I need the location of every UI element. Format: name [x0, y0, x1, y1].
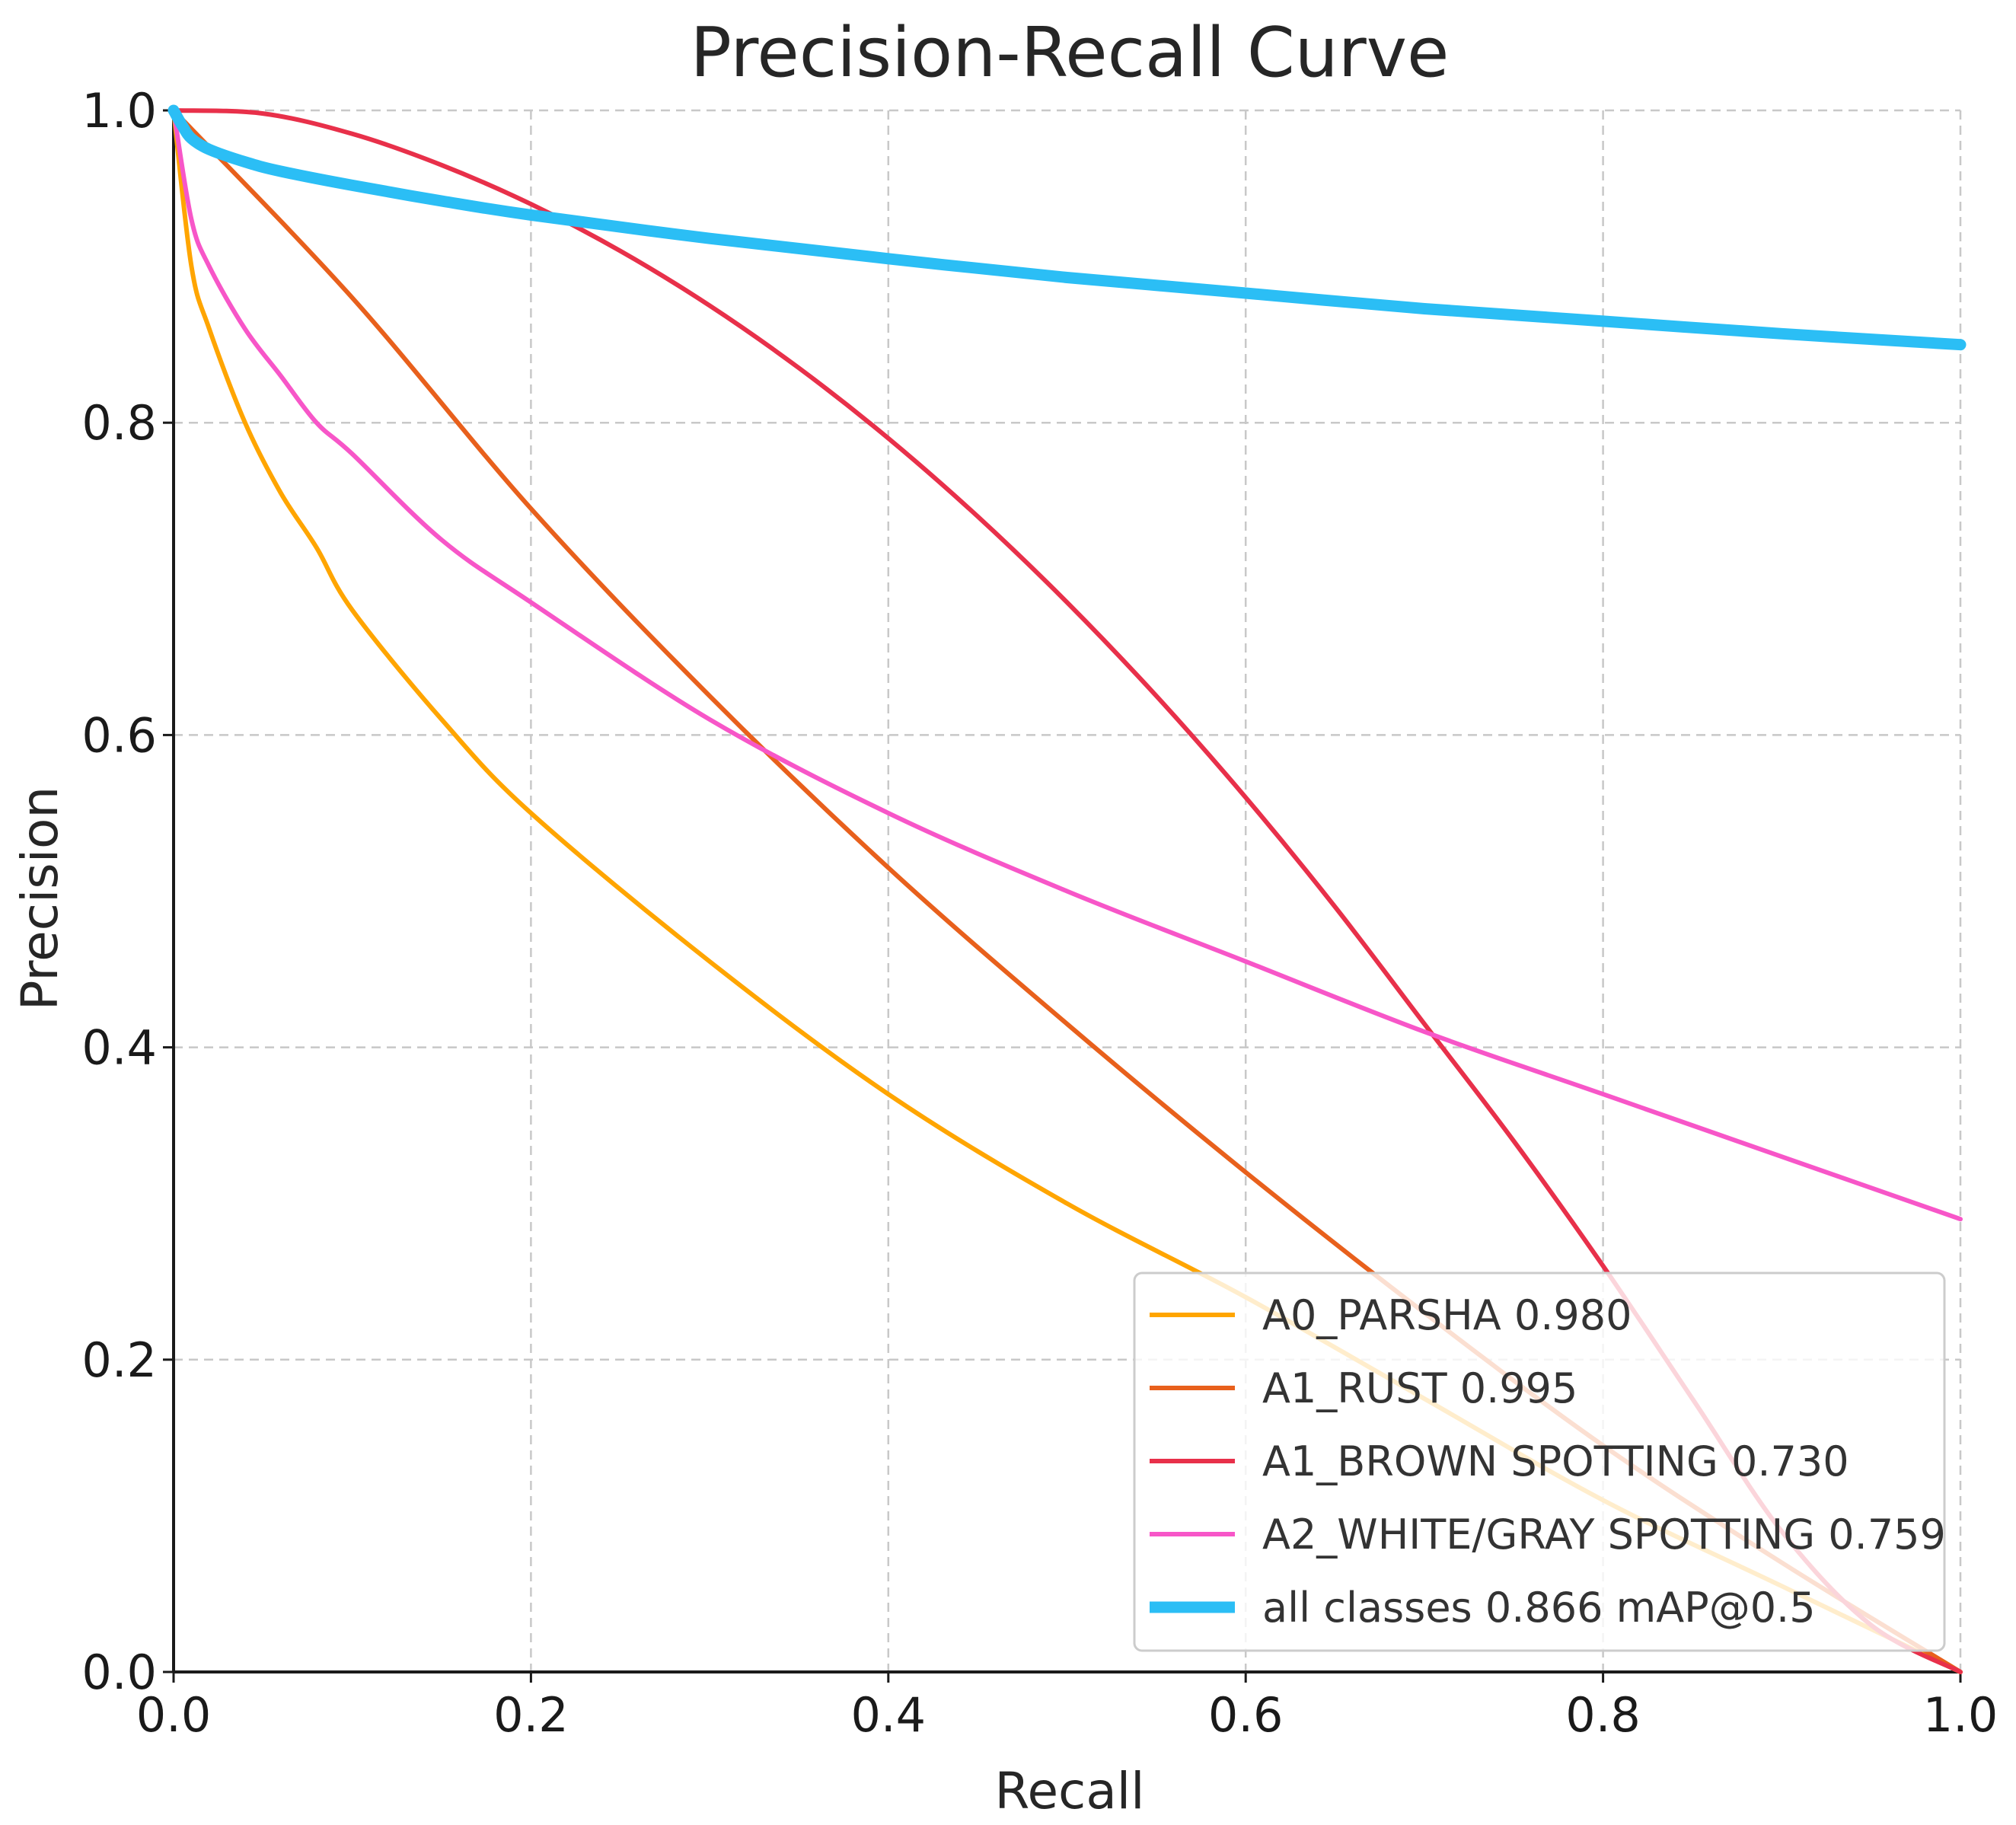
x-axis-label: Recall — [995, 1762, 1145, 1820]
x-tick-label: 0.6 — [1208, 1687, 1284, 1743]
x-tick-label: 1.0 — [1923, 1687, 1998, 1743]
x-tick-label: 0.2 — [493, 1687, 569, 1743]
y-tick-label: 0.4 — [81, 1020, 157, 1076]
y-tick-label: 0.2 — [81, 1332, 157, 1388]
y-tick-label: 0.6 — [81, 707, 157, 763]
x-tick-label: 0.4 — [850, 1687, 926, 1743]
x-tick-label: 0.8 — [1565, 1687, 1641, 1743]
y-tick-label: 0.8 — [81, 395, 157, 451]
legend-label: A1_RUST 0.995 — [1262, 1364, 1577, 1412]
y-tick-label: 0.0 — [81, 1645, 157, 1700]
y-axis-label: Precision — [11, 786, 69, 1011]
ticks: 0.0 0.2 0.4 0.6 0.8 1.0 0.0 0.2 0.4 0.6 0.8 1.0 — [81, 83, 1998, 1743]
series-all-classes-line — [167, 104, 1967, 351]
legend-label: all classes 0.866 mAP@0.5 — [1262, 1584, 1816, 1632]
y-tick-label: 1.0 — [81, 83, 157, 139]
legend-label: A1_BROWN SPOTTING 0.730 — [1262, 1437, 1849, 1485]
chart-title: Precision-Recall Curve — [691, 13, 1450, 93]
series-a2-white-gray-spotting-line — [171, 108, 1963, 1222]
legend: A0_PARSHA 0.980 A1_RUST 0.995 A1_BROWN SPO… — [1133, 1271, 1946, 1652]
legend-label: A2_WHITE/GRAY SPOTTING 0.759 — [1262, 1511, 1946, 1559]
axes — [172, 110, 1960, 1673]
legend-frame — [1133, 1271, 1946, 1652]
legend-label: A0_PARSHA 0.980 — [1262, 1291, 1632, 1339]
x-tick-label: 0.0 — [136, 1687, 212, 1743]
